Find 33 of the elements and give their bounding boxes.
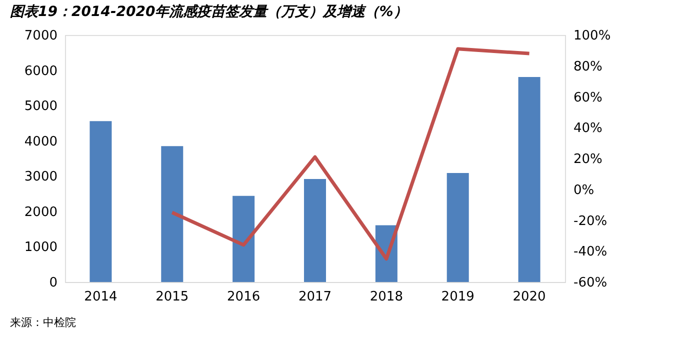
bar [446, 172, 469, 282]
y2-tick-label: 40% [574, 121, 602, 136]
bar [161, 146, 184, 282]
source-note: 来源：中检院 [10, 316, 76, 329]
y-tick-label: 6000 [24, 64, 58, 79]
bar [90, 121, 112, 282]
bar [518, 76, 540, 282]
y-tick-label: 0 [49, 276, 58, 290]
y2-tick-label: 60% [574, 90, 602, 106]
x-tick-label: 2014 [84, 290, 118, 304]
y-tick-label: 4000 [24, 134, 58, 150]
y2-tick-label: 100% [574, 28, 611, 44]
x-tick-label: 2015 [156, 290, 189, 304]
y2-tick-label: 80% [574, 59, 602, 74]
bar [232, 196, 255, 282]
chart-title: 图表19：2014-2020年流感疫苗签发量（万支）及增速（%） [10, 3, 408, 20]
y2-tick-label: 20% [574, 152, 602, 167]
x-tick-label: 2016 [227, 290, 260, 304]
x-tick-label: 2018 [370, 290, 403, 304]
y2-tick-label: -20% [574, 214, 608, 229]
y-tick-label: 3000 [24, 170, 58, 185]
x-tick-label: 2019 [441, 290, 474, 304]
y2-tick-label: -60% [574, 276, 608, 290]
x-tick-label: 2017 [298, 290, 332, 304]
y2-tick-label: -40% [574, 244, 608, 260]
x-tick-label: 2020 [512, 290, 546, 304]
y-tick-label: 5000 [24, 99, 58, 114]
bar [304, 178, 326, 282]
y-tick-label: 1000 [24, 240, 58, 256]
y-tick-label: 2000 [24, 204, 58, 220]
y-tick-label: 7000 [24, 28, 58, 44]
line-series [170, 47, 532, 261]
y2-tick-label: 0% [574, 182, 594, 198]
